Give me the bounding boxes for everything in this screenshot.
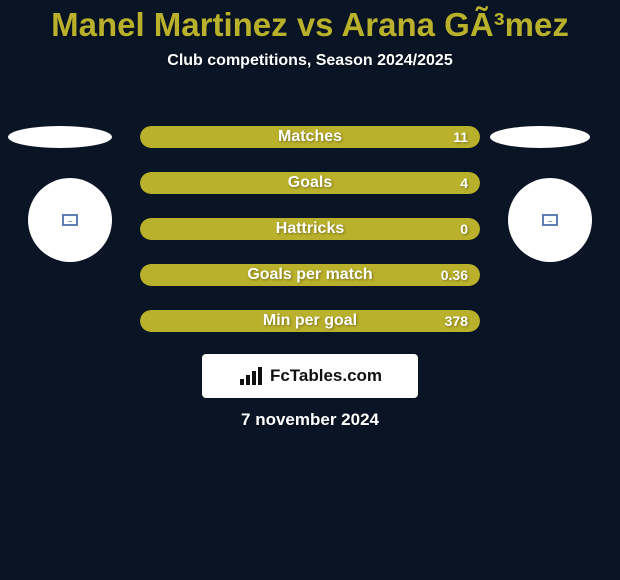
stat-bar-label: Hattricks	[276, 220, 344, 238]
stat-bar-value: 378	[445, 313, 468, 329]
stat-bar-value: 0	[460, 221, 468, 237]
left-player-circle: ...	[28, 178, 112, 262]
stat-bar-label: Goals per match	[247, 266, 372, 284]
right-placeholder-icon: ...	[542, 214, 558, 226]
stat-bars: Matches 11 Goals 4 Hattricks 0 Goals per match…	[140, 126, 480, 356]
logo-text: FcTables.com	[270, 366, 382, 386]
right-player-circle: ...	[508, 178, 592, 262]
left-placeholder-icon: ...	[62, 214, 78, 226]
page-title: Manel Martinez vs Arana GÃ³mez	[0, 0, 620, 44]
date-line: 7 november 2024	[0, 410, 620, 430]
stat-bar-label: Goals	[288, 174, 332, 192]
stat-bar-value: 11	[453, 129, 468, 145]
comparison-infographic: Manel Martinez vs Arana GÃ³mez Club comp…	[0, 0, 620, 580]
stat-bar: Hattricks 0	[140, 218, 480, 240]
stat-bar: Goals per match 0.36	[140, 264, 480, 286]
right-ellipse	[490, 126, 590, 148]
left-ellipse	[8, 126, 112, 148]
stat-bar: Goals 4	[140, 172, 480, 194]
bars-icon	[238, 365, 266, 387]
stat-bar-label: Min per goal	[263, 312, 357, 330]
stat-bar-value: 0.36	[441, 267, 468, 283]
stat-bar-value: 4	[460, 175, 468, 191]
stat-bar: Min per goal 378	[140, 310, 480, 332]
stat-bar: Matches 11	[140, 126, 480, 148]
stat-bar-label: Matches	[278, 128, 342, 146]
page-subtitle: Club competitions, Season 2024/2025	[0, 52, 620, 70]
fctables-logo: FcTables.com	[202, 354, 418, 398]
